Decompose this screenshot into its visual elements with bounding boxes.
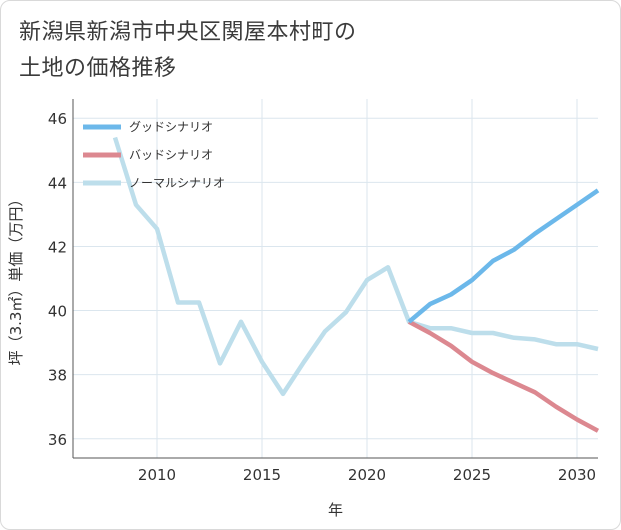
x-tick-label: 2020 (348, 466, 386, 484)
x-tick-label: 2025 (453, 466, 491, 484)
chart-title: 新潟県新潟市中央区関屋本村町の 土地の価格推移 (19, 20, 357, 81)
grid-lines (73, 99, 598, 458)
y-tick-label: 38 (48, 367, 67, 385)
y-tick-label: 42 (48, 238, 67, 256)
series-line-1 (407, 319, 600, 433)
x-axis-label: 年 (328, 501, 343, 519)
legend-label: バッドシナリオ (129, 148, 213, 162)
axes: 2010 2015 2020 2025 2030 36 38 40 42 44 46 (48, 99, 598, 484)
legend-label: グッドシナリオ (129, 120, 213, 134)
y-tick-label: 46 (48, 110, 67, 128)
y-tick-label: 36 (48, 431, 67, 449)
series-lines (112, 136, 600, 433)
series-line-2 (112, 136, 599, 397)
y-tick-label: 44 (48, 174, 67, 192)
x-tick-label: 2010 (138, 466, 176, 484)
legend-label: ノーマルシナリオ (129, 176, 225, 190)
x-tick-label: 2015 (243, 466, 281, 484)
y-axis-label: 坪（3.3㎡）単価（万円） (7, 192, 25, 366)
x-tick-label: 2030 (558, 466, 596, 484)
y-tick-label: 40 (48, 303, 67, 321)
series-line-0 (407, 188, 600, 324)
